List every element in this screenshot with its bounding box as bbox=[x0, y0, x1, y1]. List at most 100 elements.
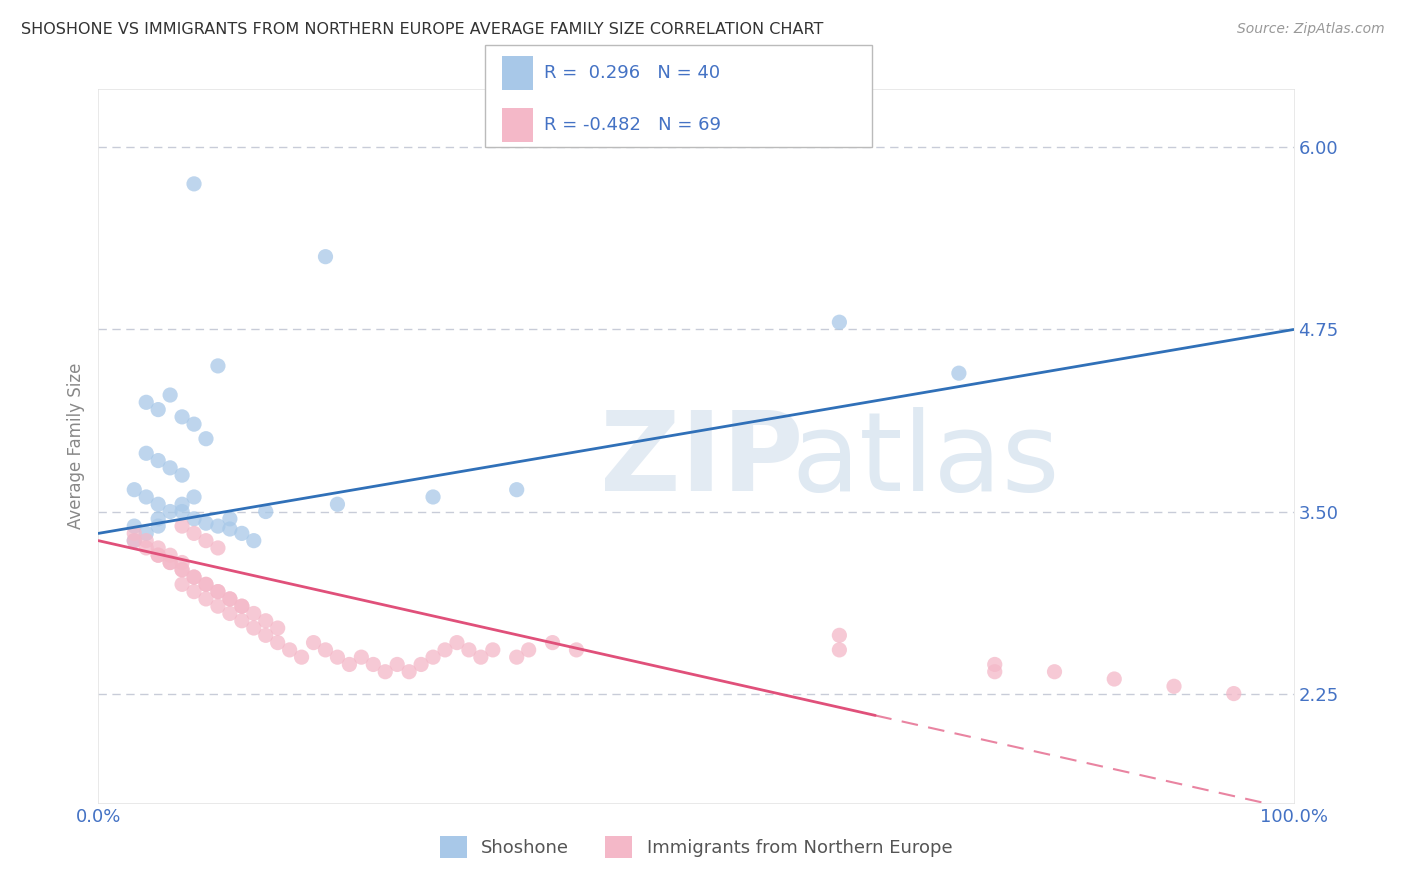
Text: R = -0.482   N = 69: R = -0.482 N = 69 bbox=[544, 116, 721, 134]
Point bbox=[254, 628, 277, 642]
Point bbox=[195, 432, 218, 446]
Legend: Shoshone, Immigrants from Northern Europe: Shoshone, Immigrants from Northern Europ… bbox=[433, 829, 959, 865]
Point bbox=[159, 548, 181, 562]
Point bbox=[148, 519, 170, 533]
Point bbox=[267, 635, 290, 649]
Text: ZIP: ZIP bbox=[600, 407, 804, 514]
Point bbox=[302, 635, 325, 649]
Point bbox=[135, 395, 157, 409]
Point bbox=[1223, 687, 1246, 701]
Point bbox=[207, 519, 229, 533]
Point bbox=[828, 315, 851, 329]
Point bbox=[207, 584, 229, 599]
Text: SHOSHONE VS IMMIGRANTS FROM NORTHERN EUROPE AVERAGE FAMILY SIZE CORRELATION CHAR: SHOSHONE VS IMMIGRANTS FROM NORTHERN EUR… bbox=[21, 22, 824, 37]
Text: Source: ZipAtlas.com: Source: ZipAtlas.com bbox=[1237, 22, 1385, 37]
Point bbox=[159, 504, 181, 518]
Point bbox=[183, 177, 205, 191]
Point bbox=[195, 591, 218, 606]
Point bbox=[482, 643, 505, 657]
Point bbox=[278, 643, 301, 657]
Point bbox=[195, 516, 218, 531]
Point bbox=[159, 388, 181, 402]
Point bbox=[124, 526, 146, 541]
Point bbox=[219, 512, 242, 526]
Point bbox=[183, 570, 205, 584]
Point bbox=[984, 657, 1007, 672]
Point bbox=[183, 584, 205, 599]
Point bbox=[148, 548, 170, 562]
Point bbox=[1104, 672, 1126, 686]
Point bbox=[267, 621, 290, 635]
Point bbox=[183, 417, 205, 432]
Point bbox=[434, 643, 457, 657]
Point bbox=[219, 591, 242, 606]
Point bbox=[135, 533, 157, 548]
Point bbox=[828, 643, 851, 657]
Point bbox=[172, 497, 194, 511]
Point bbox=[172, 577, 194, 591]
Point bbox=[183, 526, 205, 541]
Point bbox=[422, 650, 444, 665]
Point bbox=[148, 512, 170, 526]
Point bbox=[135, 490, 157, 504]
Point bbox=[984, 665, 1007, 679]
Point bbox=[135, 526, 157, 541]
Point bbox=[207, 541, 229, 555]
Point bbox=[207, 599, 229, 614]
Point bbox=[243, 607, 266, 621]
Point bbox=[315, 250, 337, 264]
Point bbox=[446, 635, 468, 649]
Point bbox=[207, 359, 229, 373]
Point bbox=[326, 497, 349, 511]
Point bbox=[195, 533, 218, 548]
Point bbox=[422, 490, 444, 504]
Point bbox=[195, 577, 218, 591]
Point bbox=[565, 643, 588, 657]
Text: R =  0.296   N = 40: R = 0.296 N = 40 bbox=[544, 64, 720, 82]
Point bbox=[374, 665, 396, 679]
Point bbox=[231, 599, 253, 614]
Point bbox=[315, 643, 337, 657]
Point bbox=[254, 504, 277, 518]
Point bbox=[148, 402, 170, 417]
Point bbox=[948, 366, 970, 380]
Point bbox=[243, 533, 266, 548]
Point bbox=[183, 570, 205, 584]
Point bbox=[148, 453, 170, 467]
Point bbox=[506, 650, 529, 665]
Point bbox=[124, 519, 146, 533]
Point bbox=[458, 643, 481, 657]
Point bbox=[506, 483, 529, 497]
Point bbox=[183, 512, 205, 526]
Point bbox=[148, 541, 170, 555]
Point bbox=[159, 460, 181, 475]
Point bbox=[1043, 665, 1066, 679]
Point bbox=[172, 504, 194, 518]
Point bbox=[148, 497, 170, 511]
Point bbox=[172, 519, 194, 533]
Point bbox=[135, 446, 157, 460]
Point bbox=[350, 650, 373, 665]
Point bbox=[231, 614, 253, 628]
Point bbox=[541, 635, 564, 649]
Point bbox=[254, 614, 277, 628]
Point bbox=[243, 621, 266, 635]
Point bbox=[183, 490, 205, 504]
Point bbox=[159, 556, 181, 570]
Point bbox=[219, 522, 242, 536]
Point bbox=[339, 657, 361, 672]
Point bbox=[159, 556, 181, 570]
Point bbox=[231, 599, 253, 614]
Point bbox=[385, 657, 409, 672]
Point bbox=[124, 533, 146, 548]
Point bbox=[398, 665, 420, 679]
Point bbox=[828, 628, 851, 642]
Point bbox=[124, 483, 146, 497]
Point bbox=[207, 584, 229, 599]
Point bbox=[172, 563, 194, 577]
Point bbox=[148, 548, 170, 562]
Point bbox=[172, 556, 194, 570]
Point bbox=[470, 650, 492, 665]
Point bbox=[195, 577, 218, 591]
Point bbox=[172, 563, 194, 577]
